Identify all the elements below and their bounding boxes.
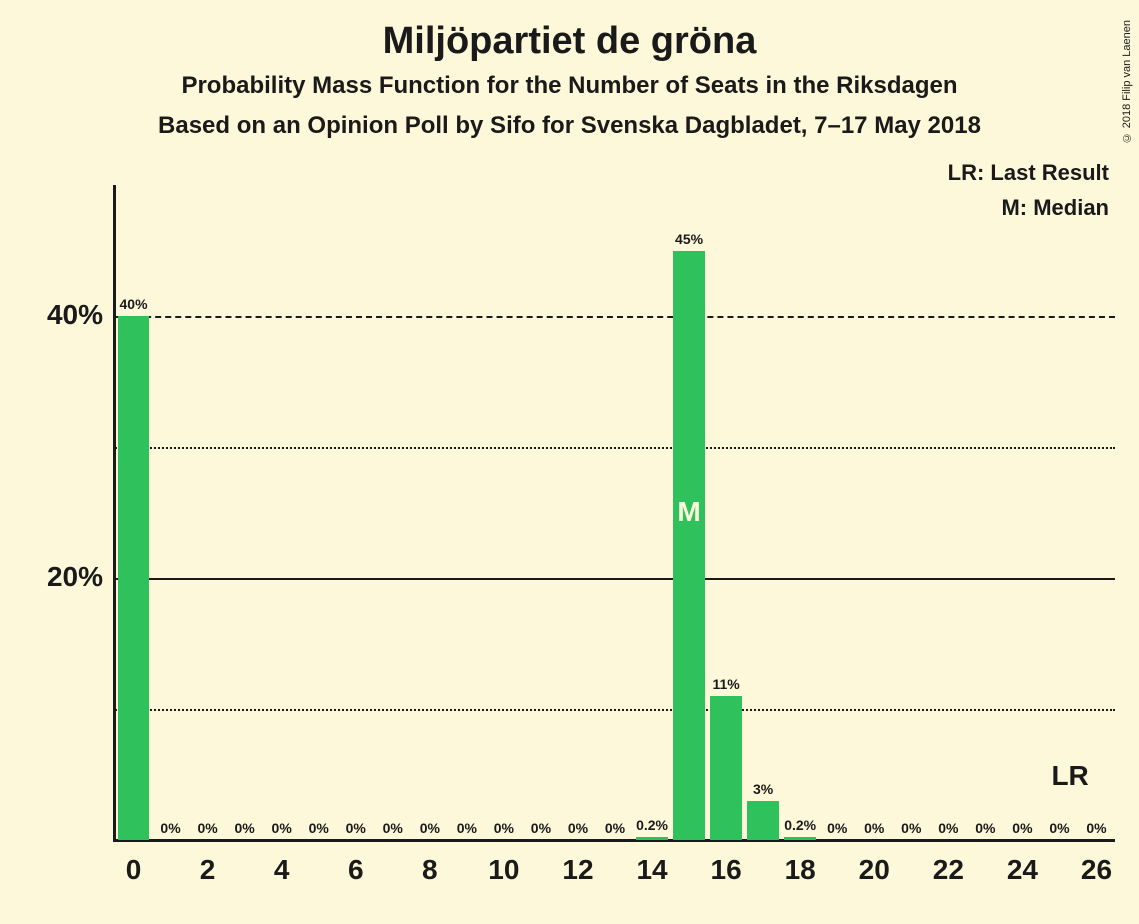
bar-value-label: 11% [705,676,748,692]
plot-area: 40%0%0%0%0%0%0%0%0%0%0%0%0%0%0.2%45%M11%… [115,185,1115,840]
y-tick-label: 20% [0,561,103,593]
x-tick-label: 0 [126,854,142,886]
x-tick-label: 2 [200,854,216,886]
y-gridline [115,316,1115,318]
y-tick-label: 40% [0,299,103,331]
bar-value-label: 0.2% [631,817,674,833]
chart-title: Miljöpartiet de gröna [0,20,1139,63]
chart-subtitle-1: Probability Mass Function for the Number… [0,72,1139,100]
bar-value-label: 0% [1075,820,1118,836]
x-tick-label: 20 [859,854,890,886]
bar-value-label: 45% [668,231,711,247]
x-tick-label: 24 [1007,854,1038,886]
x-tick-label: 22 [933,854,964,886]
x-tick-label: 6 [348,854,364,886]
bar [784,837,815,840]
x-tick-label: 14 [636,854,667,886]
x-tick-label: 10 [488,854,519,886]
copyright-text: © 2018 Filip van Laenen [1121,20,1133,143]
chart-container: Miljöpartiet de gröna Probability Mass F… [0,0,1139,924]
y-gridline [115,578,1115,580]
y-axis [113,185,116,842]
x-tick-label: 12 [562,854,593,886]
bar [710,696,741,840]
y-gridline [115,709,1115,711]
chart-subtitle-2: Based on an Opinion Poll by Sifo for Sve… [0,112,1139,140]
x-tick-label: 18 [785,854,816,886]
legend-lr: LR: Last Result [948,160,1109,186]
bar [118,316,149,840]
bar-value-label: 3% [742,781,785,797]
bar-value-label: 40% [112,296,155,312]
x-tick-label: 4 [274,854,290,886]
x-tick-label: 26 [1081,854,1112,886]
bar [747,801,778,840]
x-axis [115,839,1115,842]
lr-marker-label: LR [1051,760,1088,792]
bar [636,837,667,840]
bar [673,251,704,841]
median-label: M [677,496,700,528]
x-tick-label: 16 [711,854,742,886]
y-gridline [115,447,1115,449]
x-tick-label: 8 [422,854,438,886]
